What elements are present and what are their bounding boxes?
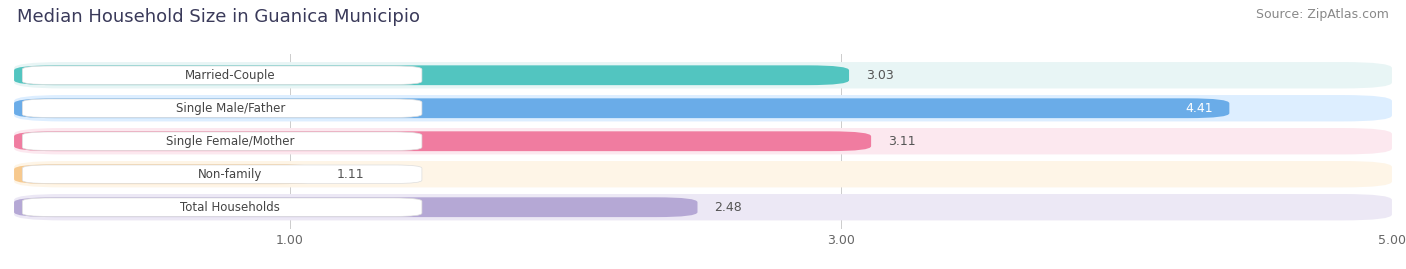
FancyBboxPatch shape: [14, 62, 1392, 89]
Text: Single Male/Father: Single Male/Father: [176, 102, 285, 115]
FancyBboxPatch shape: [22, 165, 422, 183]
FancyBboxPatch shape: [22, 132, 422, 150]
Text: 4.41: 4.41: [1185, 102, 1213, 115]
Text: Single Female/Mother: Single Female/Mother: [166, 135, 295, 148]
Text: 1.11: 1.11: [336, 168, 364, 181]
FancyBboxPatch shape: [14, 194, 1392, 220]
Text: Source: ZipAtlas.com: Source: ZipAtlas.com: [1256, 8, 1389, 21]
FancyBboxPatch shape: [14, 197, 697, 217]
FancyBboxPatch shape: [14, 164, 321, 184]
FancyBboxPatch shape: [14, 65, 849, 85]
FancyBboxPatch shape: [14, 95, 1392, 121]
Text: 2.48: 2.48: [714, 201, 742, 214]
Text: 3.11: 3.11: [887, 135, 915, 148]
Text: Non-family: Non-family: [198, 168, 263, 181]
FancyBboxPatch shape: [22, 66, 422, 84]
FancyBboxPatch shape: [22, 99, 422, 118]
Text: Married-Couple: Married-Couple: [186, 69, 276, 82]
Text: Median Household Size in Guanica Municipio: Median Household Size in Guanica Municip…: [17, 8, 420, 26]
FancyBboxPatch shape: [14, 128, 1392, 154]
FancyBboxPatch shape: [14, 131, 872, 151]
FancyBboxPatch shape: [22, 198, 422, 217]
Text: 3.03: 3.03: [866, 69, 893, 82]
FancyBboxPatch shape: [14, 161, 1392, 187]
FancyBboxPatch shape: [14, 98, 1229, 118]
Text: Total Households: Total Households: [180, 201, 280, 214]
